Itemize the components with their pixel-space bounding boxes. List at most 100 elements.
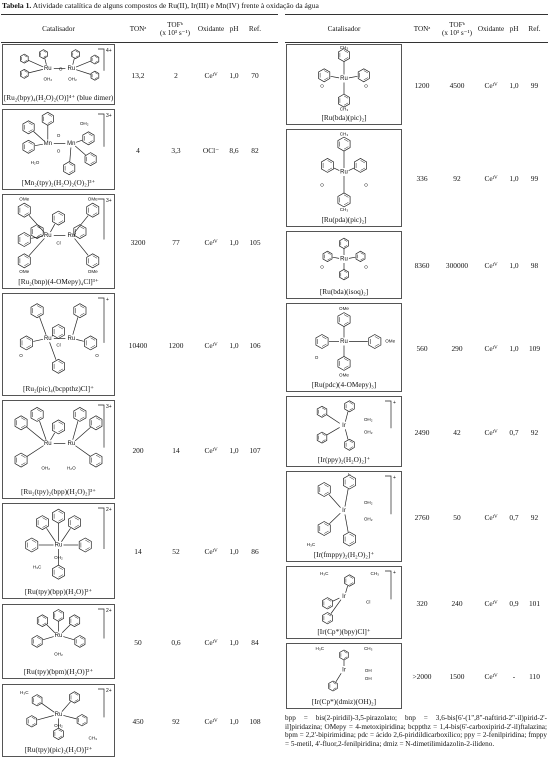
bracket-icon — [385, 570, 392, 600]
caption-text: Atividade catalítica de alguns compostos… — [32, 1, 319, 10]
ru-atom-label: Ru — [44, 66, 52, 72]
ring-icon — [17, 202, 31, 218]
table-row: Ir OH₂ OH₂ F H₃C + [Ir(fmppy)₂(H₂O)₂]⁺ 2760 50 Ce… — [285, 470, 548, 563]
ring-icon — [82, 131, 95, 146]
charge-label: 2+ — [106, 608, 112, 614]
molecular-structure-icon: Ru Ru O O Cl + — [19, 297, 109, 374]
ring-icon — [69, 614, 81, 628]
oxidant-value: Ceᴵⱽ — [204, 446, 218, 455]
catalyst-name: [Ru(tpy)(bpm)(H₂O)]²⁺ — [23, 667, 94, 676]
ref-value: 105 — [249, 238, 261, 247]
oxidant-value: Ceᴵⱽ — [204, 341, 218, 350]
bond-line — [335, 673, 342, 683]
oxidant-value: Ceᴵⱽ — [484, 672, 498, 681]
ref-value: 92 — [530, 428, 539, 437]
bond-line — [330, 599, 342, 614]
catalyst-name: [Ru₂(tpy)₂(bpp)(H₂O)₂]³⁺ — [21, 487, 96, 496]
ring-icon — [31, 694, 43, 707]
molecular-structure-icon: Ru Ru OH₂ H₂O 3+ — [14, 404, 112, 471]
tof-value: 92 — [453, 174, 461, 183]
ph-value: - — [512, 672, 516, 681]
h2o-label: H₂O — [31, 160, 40, 165]
ring-icon — [31, 635, 43, 648]
bond-line — [50, 432, 56, 441]
ring-icon — [338, 48, 350, 63]
table-row: Ru O O [Ru(bda)(isoq)₂] 8360 300000 Ceᴵⱽ 1,0 98 — [285, 230, 548, 300]
bond-line — [61, 624, 71, 634]
ch3-label: CH₃ — [340, 46, 349, 50]
bond-line — [69, 147, 72, 162]
ring-icon — [53, 609, 64, 622]
bond-line — [26, 445, 44, 457]
bond-line — [44, 58, 47, 65]
table-row: Ru Ru OMe OMe OMe OMe Cl 3+ [Ru₂(bnp)(4-OMepy)₄C… — [1, 193, 278, 290]
o-label: O — [95, 353, 99, 358]
catalyst-cell — [2, 293, 115, 396]
ton-value: 2490 — [414, 428, 430, 437]
ru-atom-label: Ru — [55, 543, 63, 549]
catalyst-cell — [286, 396, 402, 467]
ring-icon — [337, 192, 351, 208]
table-row: Ir H₃C CH₃ OH OH [Ir(Cp*)(dmiz)(OH)₂] >2000 150… — [285, 642, 548, 710]
bond-line — [51, 335, 53, 337]
oxidant-value: Ceᴵⱽ — [204, 238, 218, 247]
catalyst-name: [Ir(fmppy)₂(H₂O)₂]⁺ — [313, 550, 375, 559]
cl-label: Cl — [366, 599, 370, 604]
molecular-structure-icon: Ir OH₂ OH₂ + — [316, 400, 396, 451]
header-ton: TONᵃ — [129, 24, 147, 33]
bond-line — [76, 69, 91, 75]
charge-label: 2+ — [106, 688, 112, 694]
table-row: Ru H₃C OH₂ 2+ [Ru(tpy)(bpp)(H₂O)]²⁺ 14 52 Ceᴵⱽ 1… — [1, 502, 278, 600]
charge-label: + — [393, 400, 396, 406]
ref-value: 106 — [249, 341, 261, 350]
bond-line — [329, 512, 341, 525]
header-tof-unit: (x 10³ s⁻¹) — [441, 28, 473, 37]
ref-value: 98 — [530, 261, 539, 270]
molecular-structure-icon: Ru CH₃ CH₃ O O — [318, 46, 370, 111]
h3c-label: H₃C — [20, 690, 29, 695]
bond-line — [73, 233, 76, 235]
tof-value: 3,3 — [171, 146, 181, 155]
ring-icon — [322, 612, 333, 625]
ph-value: 1,0 — [229, 638, 239, 647]
o-label: O — [19, 353, 23, 358]
table-row: Ru CH₃ CH₃ O O [Ru(pda)(pic)₂] 336 92 Ceᴵⱽ 1,0 99 — [285, 128, 548, 228]
catalyst-cell — [286, 643, 402, 709]
bond-line — [332, 256, 340, 259]
ph-value: 1,0 — [509, 174, 519, 183]
tof-value: 14 — [172, 446, 180, 455]
ph-value: 0,7 — [509, 428, 519, 437]
ome-label: OMe — [88, 269, 98, 274]
bond-line — [348, 167, 355, 171]
ch3-label: CH₃ — [364, 646, 373, 651]
ring-icon — [321, 157, 334, 173]
catalyst-cell — [2, 684, 115, 757]
catalyst-cell — [2, 44, 115, 105]
oxidant-value: Ceᴵⱽ — [204, 547, 218, 556]
bond-line — [28, 215, 45, 233]
ring-icon — [19, 335, 33, 351]
ru-atom-label: Ru — [340, 76, 348, 82]
oh2-label: OH₂ — [54, 723, 63, 728]
bond-line — [345, 411, 349, 422]
ru-atom-label: Ru — [44, 233, 52, 239]
bracket-icon — [98, 608, 105, 639]
catalyst-name: [Ru(tpy)(pic)₂(H₂O)]²⁺ — [24, 745, 93, 754]
ref-value: 92 — [530, 513, 539, 522]
tof-value: 52 — [172, 547, 180, 556]
ru-atom-label: Ru — [44, 336, 52, 342]
charge-label: 3+ — [106, 113, 112, 119]
ring-icon — [86, 202, 100, 218]
bond-line — [28, 60, 44, 68]
catalyst-cell — [286, 471, 402, 562]
tof-value: 1200 — [168, 341, 184, 350]
ring-icon — [30, 406, 44, 422]
ring-icon — [344, 574, 355, 587]
ton-value: 3200 — [130, 238, 146, 247]
cl-label: Cl — [56, 241, 60, 246]
mn-atom-label: Mn — [44, 141, 52, 147]
ring-icon — [337, 355, 351, 371]
header-ref: Ref. — [528, 24, 541, 33]
table-row: Ru Ru O O Cl + [Ru₂(pic)₄(bcppthz)Cl]⁺ 10400 120… — [1, 292, 278, 397]
ref-value: 107 — [249, 446, 261, 455]
